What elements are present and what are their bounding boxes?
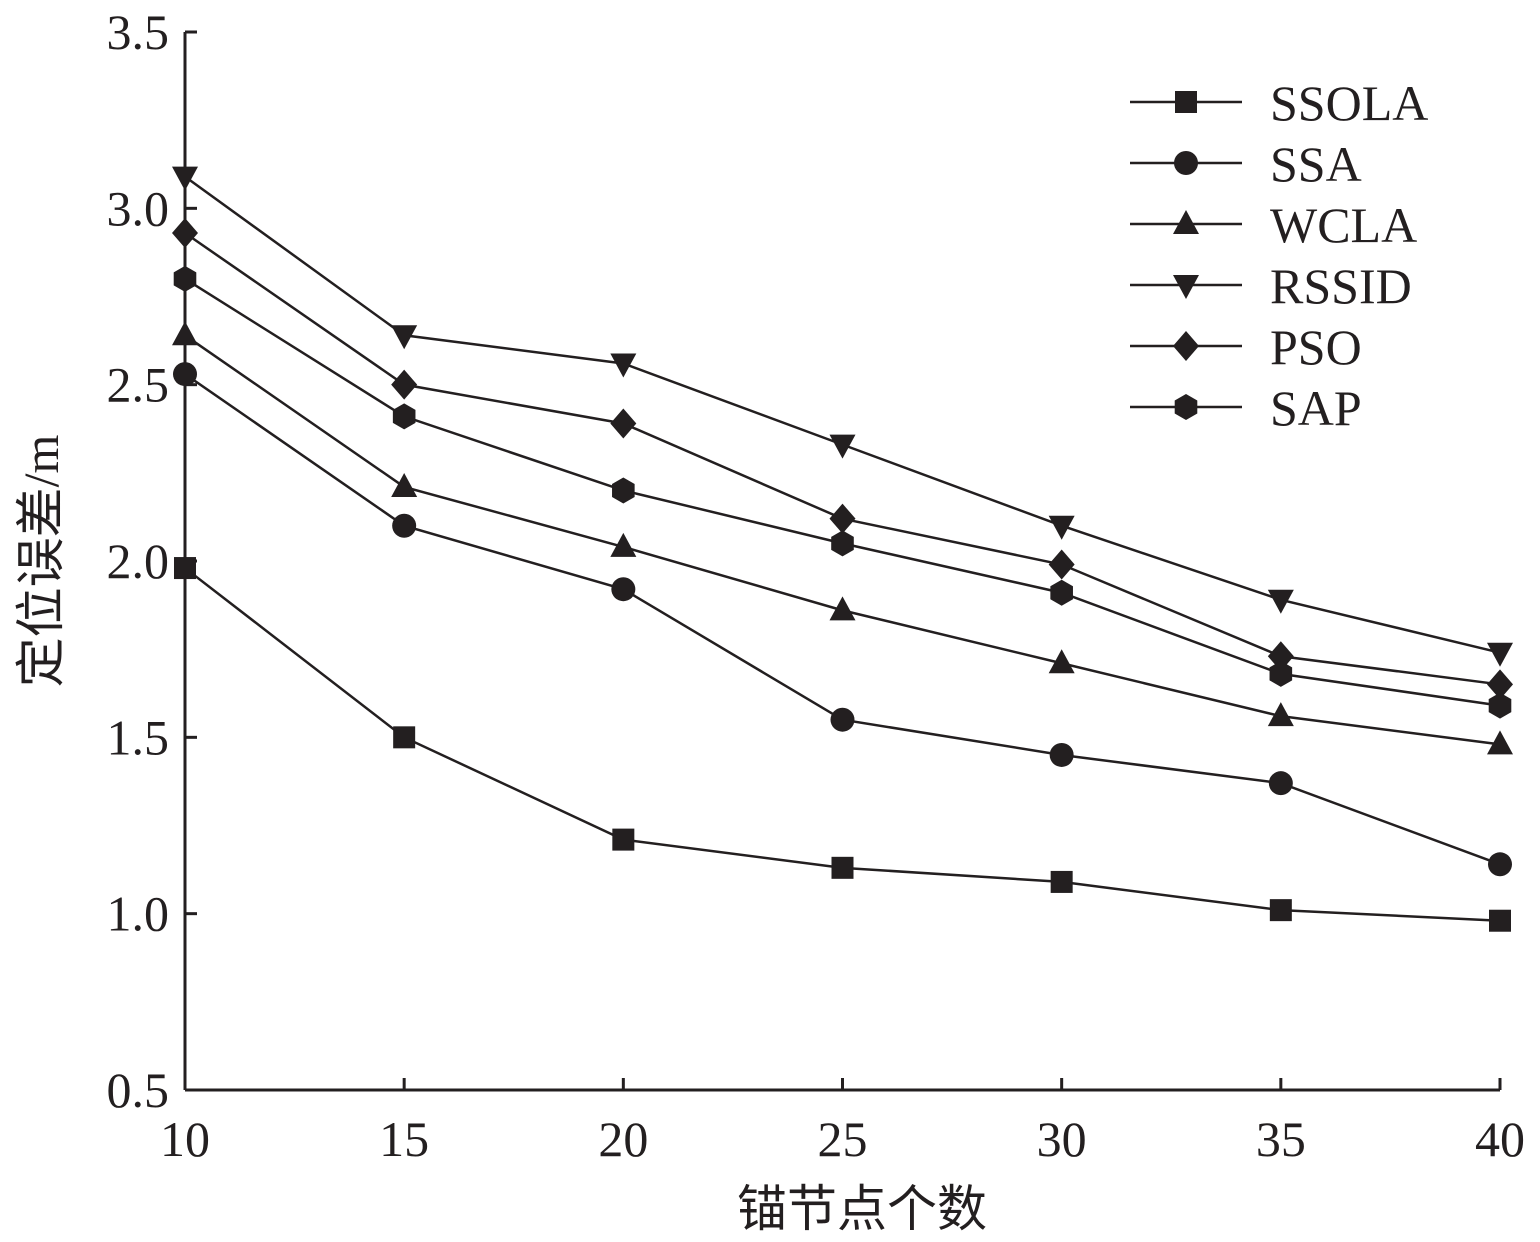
- data-point-ssola: [393, 726, 416, 749]
- data-point-rssid: [172, 166, 198, 191]
- series-sap: [173, 265, 1512, 719]
- data-point-pso: [391, 369, 418, 400]
- x-tick-label: 20: [598, 1111, 648, 1167]
- data-point-rssid: [1048, 515, 1075, 540]
- x-tick-label: 25: [818, 1111, 868, 1167]
- legend-label: RSSID: [1270, 258, 1412, 314]
- data-point-ssola: [1050, 870, 1073, 893]
- data-point-sap: [612, 477, 635, 504]
- x-ticks: 10 15 20 25 30 35 40: [160, 1078, 1525, 1167]
- data-point-sap: [392, 403, 416, 430]
- y-axis-title: 定位误差/m: [13, 435, 69, 688]
- data-point-rssid: [1487, 642, 1513, 667]
- x-tick-label: 40: [1475, 1111, 1525, 1167]
- data-point-sap: [173, 265, 197, 292]
- data-point-ssola: [174, 557, 196, 580]
- data-point-wcla: [829, 596, 856, 621]
- y-ticks: 0.5 1.0 1.5 2.0 2.5 3.0 3.5: [107, 4, 197, 1118]
- data-point-sap: [1050, 579, 1073, 606]
- series-layer: [172, 166, 1513, 932]
- y-tick-label: 2.5: [107, 357, 170, 413]
- data-point-pso: [829, 503, 856, 534]
- x-tick-label: 15: [379, 1111, 429, 1167]
- data-point-wcla: [391, 472, 418, 497]
- legend-item-wcla: WCLA: [1130, 197, 1417, 253]
- data-point-ssa: [173, 362, 197, 387]
- legend-item-ssa: SSA: [1130, 136, 1362, 192]
- legend-marker-pso: [1173, 331, 1199, 361]
- x-tick-label: 10: [160, 1111, 210, 1167]
- data-point-pso: [1048, 549, 1075, 580]
- data-point-ssa: [1268, 771, 1293, 796]
- data-point-wcla: [172, 321, 198, 346]
- data-point-sap: [1488, 692, 1512, 719]
- data-point-ssola: [612, 828, 635, 851]
- y-tick-label: 1.0: [107, 886, 170, 942]
- series-rssid: [172, 166, 1513, 667]
- y-tick-label: 3.0: [107, 180, 170, 236]
- x-tick-label: 30: [1037, 1111, 1087, 1167]
- legend-label: SSA: [1270, 136, 1362, 192]
- data-point-pso: [1487, 669, 1513, 700]
- data-point-wcla: [1267, 702, 1294, 727]
- legend-item-ssola: SSOLA: [1130, 75, 1428, 131]
- data-point-pso: [610, 408, 637, 439]
- data-point-wcla: [1048, 649, 1075, 674]
- series-ssola: [174, 557, 1511, 932]
- legend-marker-rssid: [1173, 275, 1199, 299]
- data-point-ssola: [831, 856, 854, 879]
- data-point-sap: [1269, 660, 1293, 687]
- data-point-ssola: [1489, 909, 1511, 932]
- data-point-rssid: [391, 325, 418, 350]
- series-ssa: [173, 362, 1512, 877]
- data-point-ssa: [392, 513, 417, 538]
- x-tick-label: 35: [1256, 1111, 1306, 1167]
- legend-item-sap: SAP: [1130, 380, 1362, 436]
- data-point-pso: [1267, 641, 1294, 672]
- data-point-ssa: [1049, 742, 1074, 767]
- legend-marker-wcla: [1173, 210, 1199, 234]
- data-point-rssid: [1267, 589, 1294, 614]
- data-point-sap: [831, 530, 854, 557]
- legend-item-rssid: RSSID: [1130, 258, 1412, 314]
- legend-label: SSOLA: [1270, 75, 1428, 131]
- legend-marker-sap: [1174, 394, 1198, 420]
- legend-label: WCLA: [1270, 197, 1417, 253]
- y-tick-label: 1.5: [107, 709, 170, 765]
- y-tick-label: 3.5: [107, 4, 170, 60]
- data-point-wcla: [1487, 730, 1513, 755]
- x-axis-title: 锚节点个数: [737, 1181, 987, 1237]
- y-tick-label: 2.0: [107, 533, 170, 589]
- y-tick-label: 0.5: [107, 1062, 170, 1118]
- legend-label: PSO: [1270, 319, 1362, 375]
- legend-marker-ssola: [1175, 91, 1197, 113]
- data-point-ssa: [830, 707, 855, 732]
- series-pso: [172, 218, 1513, 700]
- legend-item-pso: PSO: [1130, 319, 1362, 375]
- data-point-wcla: [610, 532, 637, 557]
- data-point-ssola: [1269, 899, 1292, 922]
- data-point-ssa: [1488, 852, 1512, 877]
- series-wcla: [172, 321, 1513, 755]
- data-point-rssid: [610, 353, 637, 378]
- legend-marker-ssa: [1174, 151, 1198, 175]
- data-point-rssid: [829, 434, 856, 459]
- data-point-ssa: [611, 577, 636, 602]
- data-point-pso: [172, 218, 198, 249]
- legend-label: SAP: [1270, 380, 1362, 436]
